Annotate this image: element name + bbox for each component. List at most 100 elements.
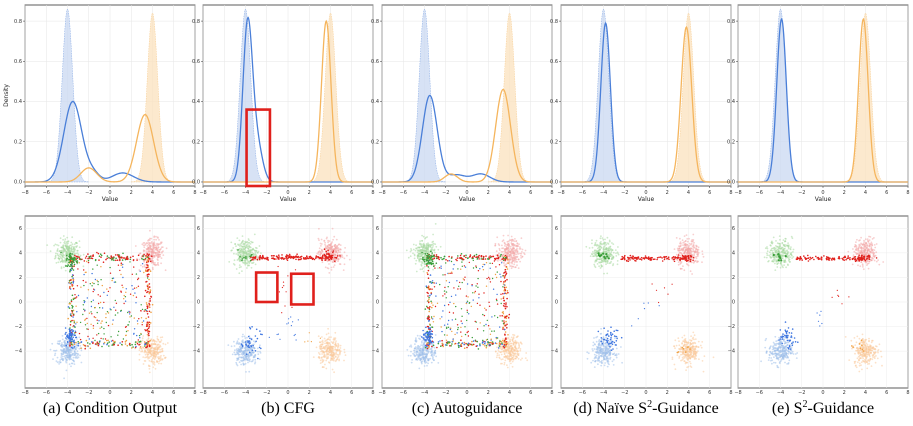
y-tick-label: 0.6 [192,59,200,65]
sample-point-green [113,256,115,259]
cloud-point-orange [150,360,153,363]
sample-point-blue [64,333,67,335]
sample-point-red [476,328,479,330]
cloud-point-blue [414,343,416,345]
sample-point-red [144,329,146,331]
cloud-point-green [62,246,64,249]
sample-point-blue [68,340,71,342]
sample-point-green [424,346,427,349]
sample-point-red [144,258,146,261]
sample-point-red [121,284,123,286]
cloud-point-red [503,253,505,256]
sample-point-red [148,334,150,337]
sample-point-orange [78,262,81,264]
cloud-point-orange [516,356,518,358]
scatter-y-tick-label: 0 [197,300,200,306]
sample-point-red [283,258,285,261]
sample-point-blue [259,330,261,332]
y-tick-label: 0.4 [192,99,200,105]
cloud-point-orange [326,345,329,347]
sample-point-red [475,256,477,259]
cloud-point-orange [332,349,335,352]
cloud-point-orange [328,351,331,354]
x-tick-label: −2 [85,190,92,196]
sample-point-red [502,258,504,260]
sample-point-green [477,348,480,350]
scatter-y-tick-label: 6 [19,226,22,232]
cloud-point-green [418,247,420,249]
sample-point-red [86,317,88,320]
cloud-point-blue [410,350,412,353]
sample-point-orange [485,285,488,287]
cloud-point-red [143,264,146,266]
cloud-point-blue [236,357,239,360]
sample-point-orange [307,340,309,342]
cloud-point-red [348,258,351,261]
cloud-point-blue [243,347,246,350]
cloud-point-green [73,243,76,246]
cloud-point-blue [61,349,64,352]
sample-point-orange [87,289,90,291]
sample-point-green [127,311,129,314]
sample-point-blue [74,330,77,332]
sample-point-blue [122,263,124,266]
cloud-point-orange [152,343,155,346]
sample-point-red [449,272,451,274]
cloud-point-green [249,243,252,245]
cloud-point-blue [65,361,68,364]
cloud-point-blue [425,356,428,359]
cloud-point-blue [243,363,246,366]
cloud-point-red [147,250,150,253]
cloud-point-blue [234,349,236,352]
sample-point-orange [146,344,149,346]
x-tick-label: −8 [378,190,385,196]
cloud-point-blue [254,361,257,364]
cloud-point-orange [138,347,141,350]
sample-point-green [491,277,494,280]
cloud-point-orange [154,350,156,353]
cloud-point-red [143,246,146,249]
cloud-point-blue [417,345,419,348]
cloud-point-green [76,245,79,247]
sample-point-green [68,307,71,309]
cloud-point-orange [158,346,161,349]
cloud-point-blue [247,361,249,364]
sample-point-orange [75,305,77,307]
cloud-point-green [64,240,66,243]
sample-point-red [441,339,443,342]
sample-point-blue [277,333,279,335]
scatter-x-tick-label: 4 [329,390,332,396]
sample-point-red [479,304,481,306]
sample-point-orange [506,342,508,345]
cloud-point-orange [156,347,159,350]
cloud-point-orange [497,349,500,351]
cloud-point-blue [416,346,419,349]
cloud-point-red [495,254,498,257]
cloud-point-orange [153,361,156,364]
sample-point-green [129,258,132,261]
sample-point-red [129,311,131,313]
cloud-point-orange [149,355,152,358]
cloud-point-blue [54,354,56,357]
target-density-class-blue [403,8,446,183]
sample-point-orange [103,341,106,344]
cloud-point-orange [495,356,498,359]
cloud-point-red [321,261,324,264]
sample-point-red [148,310,151,313]
sample-point-red [504,305,506,308]
generated-samples [237,248,341,360]
sample-point-green [487,341,489,343]
cloud-point-blue [253,351,255,354]
cloud-point-orange [322,347,325,349]
cloud-point-red [498,252,500,255]
sample-point-red [481,258,484,260]
cloud-point-orange [149,349,152,352]
cloud-point-blue [252,346,255,349]
sample-point-red [465,295,468,297]
sample-point-orange [495,276,498,279]
cloud-point-red [159,243,162,245]
cloud-point-blue [419,351,422,354]
sample-point-green [69,320,72,323]
sample-point-blue [245,353,248,356]
sample-point-orange [504,331,507,333]
